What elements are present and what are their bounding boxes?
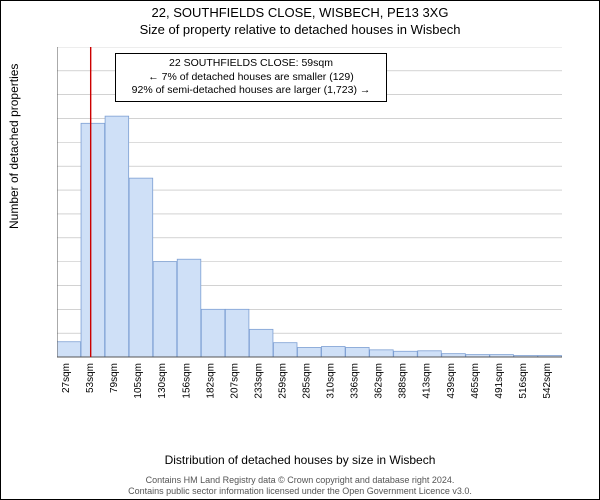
info-line-3: 92% of semi-detached houses are larger (… — [122, 84, 380, 98]
svg-text:259sqm: 259sqm — [277, 363, 288, 399]
svg-text:233sqm: 233sqm — [253, 363, 264, 399]
footer-line-1: Contains HM Land Registry data © Crown c… — [1, 475, 599, 486]
svg-text:362sqm: 362sqm — [374, 363, 385, 399]
chart-area: 0501001502002503003504004505005506006502… — [57, 47, 567, 409]
svg-text:439sqm: 439sqm — [446, 363, 457, 399]
page-subtitle: Size of property relative to detached ho… — [1, 22, 599, 37]
svg-text:388sqm: 388sqm — [398, 363, 409, 399]
svg-text:310sqm: 310sqm — [326, 363, 337, 399]
footer-line-2: Contains public sector information licen… — [1, 486, 599, 497]
svg-text:27sqm: 27sqm — [61, 363, 72, 393]
info-line-2: ← 7% of detached houses are smaller (129… — [122, 71, 380, 85]
info-line-1: 22 SOUTHFIELDS CLOSE: 59sqm — [122, 57, 380, 71]
svg-text:542sqm: 542sqm — [542, 363, 553, 399]
svg-text:130sqm: 130sqm — [157, 363, 168, 399]
svg-text:79sqm: 79sqm — [109, 363, 120, 393]
svg-text:53sqm: 53sqm — [85, 363, 96, 393]
svg-text:285sqm: 285sqm — [302, 363, 313, 399]
footer: Contains HM Land Registry data © Crown c… — [1, 475, 599, 497]
svg-text:491sqm: 491sqm — [494, 363, 505, 399]
svg-text:105sqm: 105sqm — [133, 363, 144, 399]
svg-text:465sqm: 465sqm — [470, 363, 481, 399]
svg-text:336sqm: 336sqm — [350, 363, 361, 399]
svg-text:156sqm: 156sqm — [181, 363, 192, 399]
x-axis-label: Distribution of detached houses by size … — [1, 453, 599, 467]
svg-text:182sqm: 182sqm — [205, 363, 216, 399]
title-block: 22, SOUTHFIELDS CLOSE, WISBECH, PE13 3XG… — [1, 1, 599, 37]
svg-text:207sqm: 207sqm — [229, 363, 240, 399]
info-box: 22 SOUTHFIELDS CLOSE: 59sqm ← 7% of deta… — [115, 53, 387, 102]
svg-text:516sqm: 516sqm — [518, 363, 529, 399]
y-axis-label: Number of detached properties — [7, 64, 21, 229]
svg-text:413sqm: 413sqm — [422, 363, 433, 399]
chart-container: 22, SOUTHFIELDS CLOSE, WISBECH, PE13 3XG… — [0, 0, 600, 500]
page-title: 22, SOUTHFIELDS CLOSE, WISBECH, PE13 3XG — [1, 5, 599, 20]
